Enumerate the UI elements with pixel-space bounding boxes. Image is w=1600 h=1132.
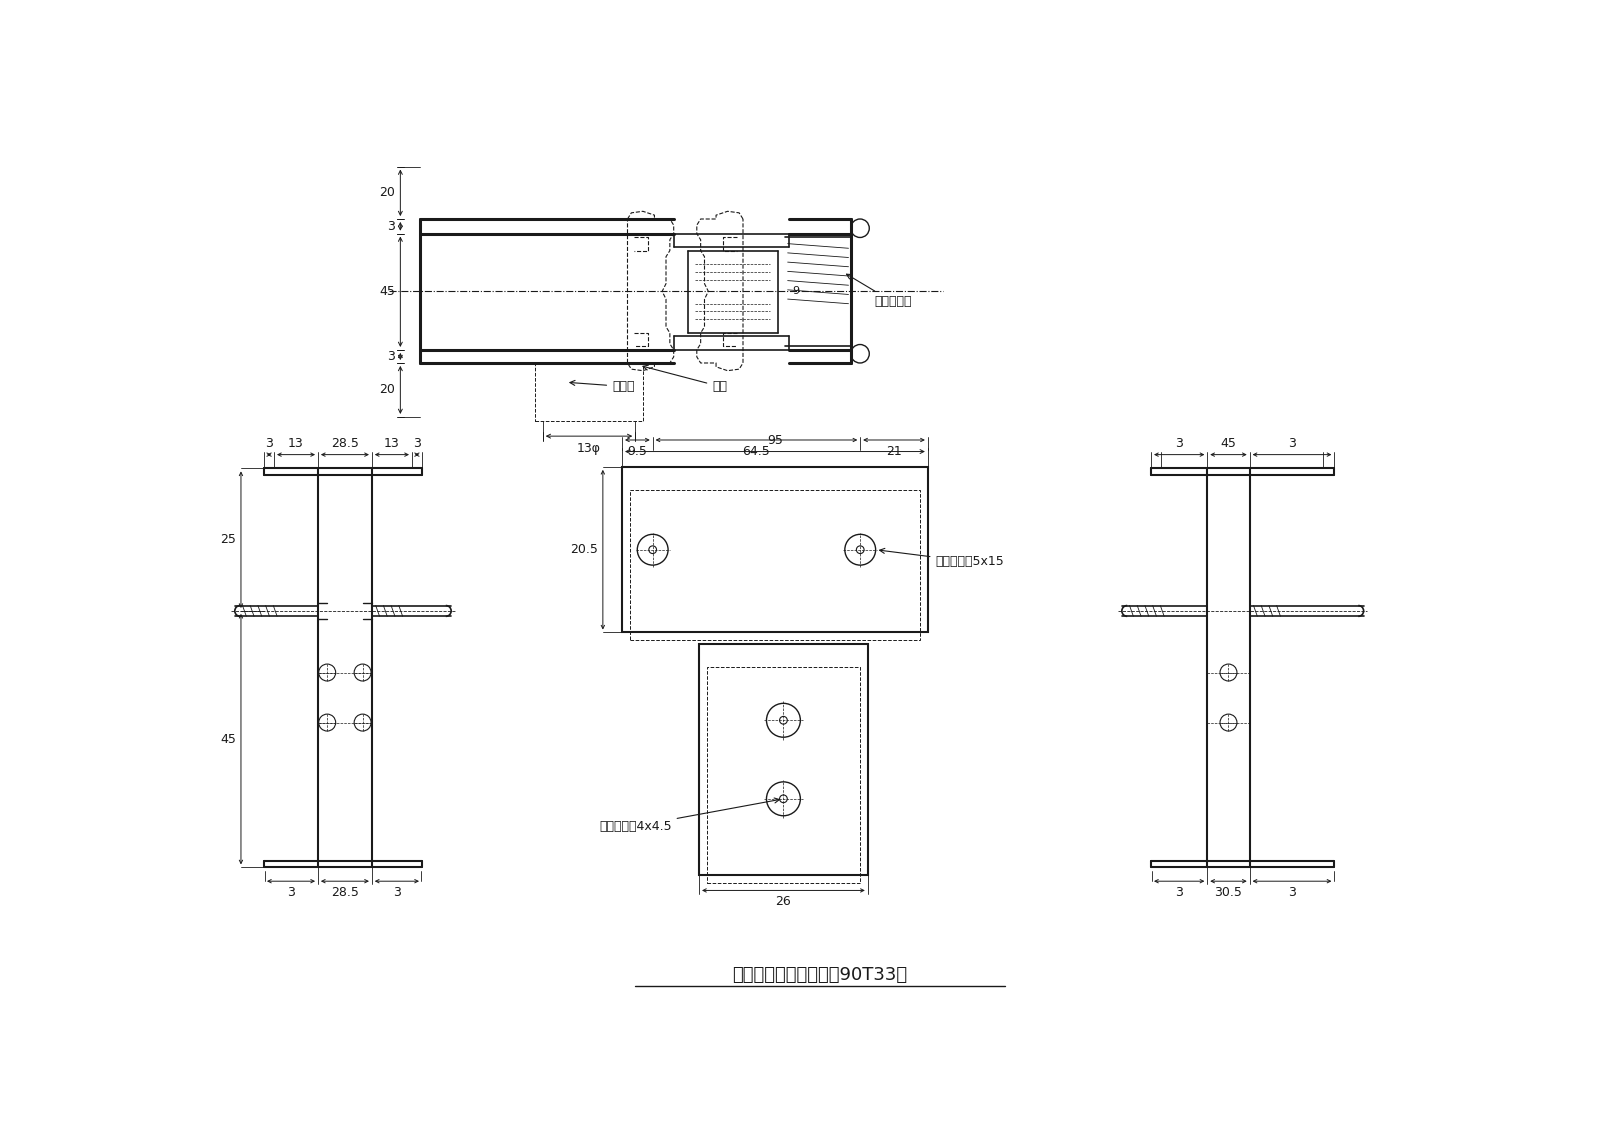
Bar xyxy=(707,667,861,883)
Text: 13: 13 xyxy=(384,437,400,451)
Text: 45: 45 xyxy=(1221,437,1237,451)
Bar xyxy=(699,644,867,875)
Text: 28.5: 28.5 xyxy=(331,886,358,899)
Text: 20.5: 20.5 xyxy=(570,543,598,556)
Text: ロックピン: ロックピン xyxy=(846,274,912,308)
Text: 3: 3 xyxy=(286,886,294,899)
Text: 64.5: 64.5 xyxy=(742,445,770,457)
Text: 胴木: 胴木 xyxy=(643,366,726,393)
Text: 3: 3 xyxy=(1288,886,1296,899)
Text: 3: 3 xyxy=(413,437,421,451)
Bar xyxy=(630,490,920,641)
Bar xyxy=(534,363,643,421)
Text: 95: 95 xyxy=(766,434,782,447)
Text: 胴木受: 胴木受 xyxy=(570,380,635,393)
Text: 3: 3 xyxy=(1288,437,1296,451)
Text: 3: 3 xyxy=(1176,886,1182,899)
Text: 30.5: 30.5 xyxy=(1214,886,1243,899)
Text: 3: 3 xyxy=(1176,437,1182,451)
Text: 20: 20 xyxy=(379,384,395,396)
Text: 13φ: 13φ xyxy=(578,441,602,455)
Text: 25: 25 xyxy=(221,533,237,547)
Text: 21: 21 xyxy=(886,445,902,457)
Text: 28.5: 28.5 xyxy=(331,437,358,451)
Text: 26: 26 xyxy=(776,895,792,908)
Text: 3: 3 xyxy=(387,350,395,363)
Text: 間仕切ロック両開　（90T33）: 間仕切ロック両開 （90T33） xyxy=(733,966,907,984)
Text: 9: 9 xyxy=(792,286,798,297)
Text: 45: 45 xyxy=(221,732,237,746)
Text: トラスネコ5x15: トラスネコ5x15 xyxy=(880,548,1005,568)
Text: 45: 45 xyxy=(379,285,395,298)
Text: 9.5: 9.5 xyxy=(627,445,648,457)
Bar xyxy=(622,466,928,633)
Text: 3: 3 xyxy=(266,437,274,451)
Text: 13: 13 xyxy=(288,437,304,451)
Text: 3: 3 xyxy=(394,886,402,899)
Text: 3: 3 xyxy=(387,220,395,233)
Text: 20: 20 xyxy=(379,187,395,199)
Text: トラスネコ4x4.5: トラスネコ4x4.5 xyxy=(598,798,779,833)
